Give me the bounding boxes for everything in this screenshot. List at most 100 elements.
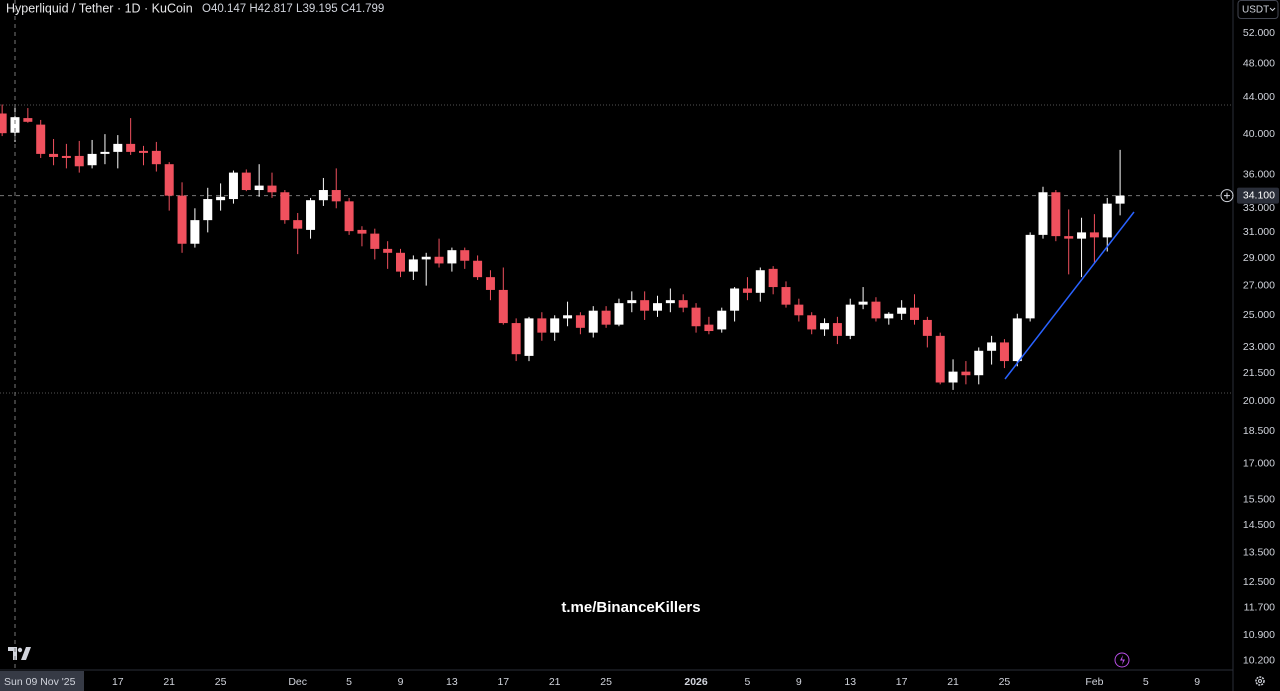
x-tick-label: 17 — [497, 676, 509, 688]
x-tick-label: 17 — [896, 676, 908, 688]
candle-body — [357, 229, 367, 234]
add-alert-icon[interactable] — [1220, 189, 1234, 203]
candle-body — [293, 220, 303, 229]
legend-letter: H — [249, 3, 257, 15]
plot-area — [0, 104, 1233, 390]
alert-icon[interactable] — [1114, 652, 1130, 668]
candle-body — [164, 164, 174, 196]
legend-letter: C — [341, 3, 349, 15]
x-tick-label: 13 — [844, 676, 856, 688]
candle-body — [961, 371, 971, 376]
legend-value: 40.147 — [211, 3, 246, 15]
price-marker-box — [1237, 187, 1279, 204]
y-tick-label: 33.000 — [1243, 202, 1275, 214]
x-tick-label: 5 — [1143, 676, 1149, 688]
legend-value: 39.195 — [302, 3, 337, 15]
candle-body — [1089, 232, 1099, 238]
legend-value: 41.799 — [349, 3, 384, 15]
candle-body — [74, 155, 84, 167]
candle-body — [421, 256, 431, 260]
candle-body — [948, 371, 958, 383]
logo-dot — [17, 647, 23, 653]
candle-body — [1025, 234, 1035, 319]
candle-body — [434, 256, 444, 264]
candle-body — [563, 315, 573, 319]
settings-icon[interactable] — [1255, 676, 1265, 686]
candle-body — [331, 190, 341, 202]
y-tick-label: 10.900 — [1243, 629, 1275, 641]
watermark: t.me/BinanceKillers — [561, 599, 700, 616]
x-tick-label: 5 — [745, 676, 751, 688]
y-tick-label: 48.000 — [1243, 58, 1275, 70]
chevron — [1269, 7, 1276, 12]
candle-body — [318, 190, 328, 201]
y-tick-label: 10.200 — [1243, 655, 1275, 667]
x-tick-label: Feb — [1085, 676, 1103, 688]
candle-body — [550, 318, 560, 333]
y-tick-label: 13.500 — [1243, 547, 1275, 559]
candle-body — [678, 300, 688, 308]
candle-body — [871, 301, 881, 319]
y-tick-label: 52.000 — [1243, 27, 1275, 39]
candle-body — [1077, 232, 1087, 239]
candle-body — [408, 259, 418, 272]
price-marker-label: 34.100 — [1243, 189, 1275, 201]
chart-title: Hyperliquid / Tether · 1D · KuCoin — [6, 1, 193, 15]
candle-body — [1012, 318, 1022, 362]
candle-body — [1102, 203, 1112, 238]
y-tick-label: 44.000 — [1243, 91, 1275, 103]
x-tick-label: 2026 — [684, 676, 708, 688]
candle-body — [717, 310, 727, 330]
candle-body — [524, 318, 534, 356]
trend-line — [1004, 211, 1135, 380]
candle-body — [665, 300, 675, 304]
x-tick-label: 5 — [346, 676, 352, 688]
x-tick-label: 21 — [947, 676, 959, 688]
candle-body — [807, 315, 817, 330]
candle-body — [730, 288, 740, 311]
y-tick-label: 31.000 — [1243, 226, 1275, 238]
y-tick-label: 17.000 — [1243, 458, 1275, 470]
candle-body — [49, 153, 59, 157]
candle-body — [280, 192, 290, 221]
x-tick-label: 9 — [1194, 676, 1200, 688]
legend-letter: L — [296, 3, 303, 15]
candle-body — [0, 113, 7, 134]
x-tick-label: 9 — [796, 676, 802, 688]
candle-body — [267, 185, 277, 193]
legend-value: 42.817 — [258, 3, 293, 15]
y-tick-label: 23.000 — [1243, 341, 1275, 353]
candle-body — [640, 300, 650, 311]
candle-body — [344, 201, 354, 232]
y-tick-label: 29.000 — [1243, 252, 1275, 264]
x-tick-label: 13 — [446, 676, 458, 688]
candle-body — [858, 301, 868, 305]
candle-body — [781, 287, 791, 305]
candle-body — [537, 318, 547, 333]
candle-body — [742, 288, 752, 293]
tv-logo — [8, 647, 31, 660]
candle-body — [884, 313, 894, 319]
candle-body — [370, 233, 380, 249]
icon-ring — [1114, 652, 1130, 668]
candle-body — [1064, 236, 1074, 239]
candle-body — [653, 303, 662, 311]
candle-body — [473, 260, 483, 278]
x-tick-label: Sun 09 Nov '25 — [4, 676, 76, 688]
candle-body — [61, 155, 71, 158]
candle-body — [768, 268, 778, 288]
y-tick-label: 40.000 — [1243, 128, 1275, 140]
candle-body — [498, 289, 508, 324]
candle-body — [485, 277, 495, 290]
y-tick-label: 14.500 — [1243, 519, 1275, 531]
currency-button[interactable]: USDT — [1237, 0, 1279, 19]
crosshair-label-box — [0, 671, 84, 691]
x-tick-label: 21 — [163, 676, 175, 688]
candle-body — [935, 335, 945, 383]
candle-body — [216, 196, 226, 201]
y-tick-label: 36.000 — [1243, 169, 1275, 181]
candle-body — [396, 252, 405, 272]
candle-body — [10, 117, 20, 133]
